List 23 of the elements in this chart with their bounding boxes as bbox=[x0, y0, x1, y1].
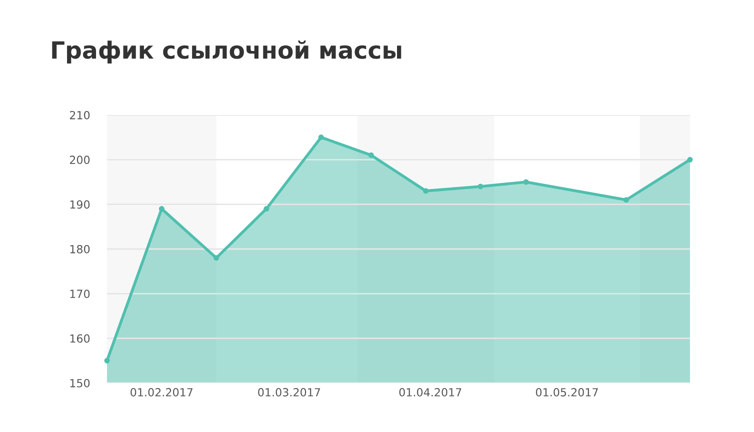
x-tick-label: 01.05.2017 bbox=[536, 388, 598, 396]
x-tick-label: 01.03.2017 bbox=[258, 388, 320, 396]
point bbox=[318, 134, 324, 140]
y-tick-label: 200 bbox=[70, 156, 90, 164]
point bbox=[423, 188, 429, 194]
point bbox=[104, 358, 110, 364]
point bbox=[158, 206, 164, 212]
y-tick-label: 170 bbox=[70, 290, 90, 298]
point bbox=[214, 255, 220, 261]
x-tick-label: 01.04.2017 bbox=[399, 388, 462, 396]
x-tick-label: 01.02.2017 bbox=[130, 388, 193, 396]
point bbox=[687, 156, 693, 162]
point bbox=[478, 184, 484, 190]
y-tick-label: 190 bbox=[70, 200, 90, 209]
point bbox=[368, 152, 374, 158]
point bbox=[623, 197, 630, 203]
y-tick-label: 160 bbox=[70, 334, 90, 343]
y-tick-label: 210 bbox=[70, 110, 90, 120]
point bbox=[264, 206, 270, 212]
y-tick-label: 150 bbox=[70, 378, 90, 388]
chart-title: График ссылочной массы bbox=[52, 40, 402, 64]
y-tick-label: 180 bbox=[70, 244, 90, 254]
point bbox=[523, 179, 529, 185]
